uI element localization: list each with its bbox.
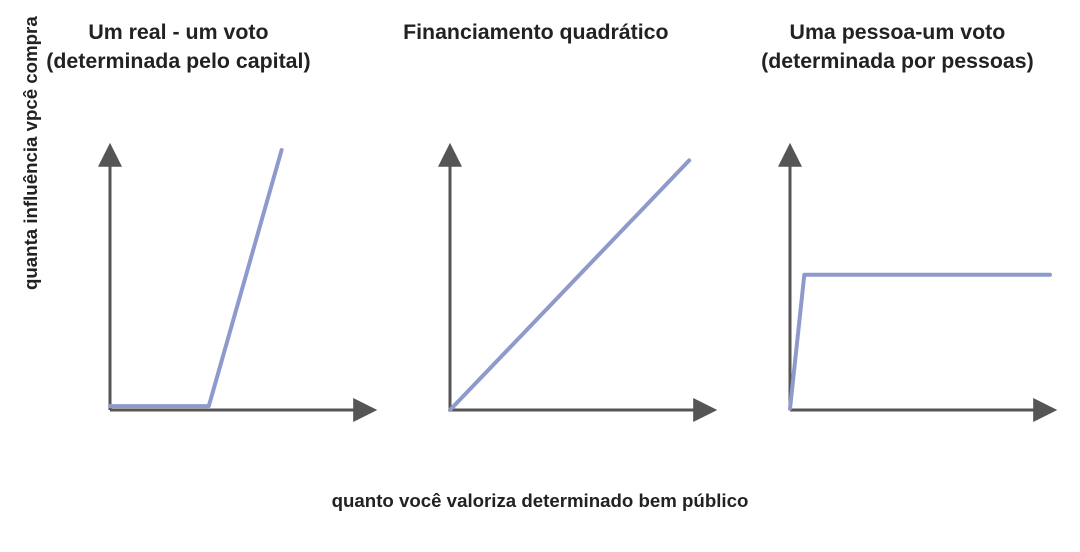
chart-svg-capital	[80, 140, 380, 440]
charts-row	[80, 140, 1060, 440]
curve-capital	[110, 150, 282, 406]
panel-title-capital: Um real - um voto (determinada pelo capi…	[46, 18, 310, 76]
curve-quadratic	[450, 160, 689, 410]
curve-person	[790, 275, 1050, 409]
y-axis-label: quanta influência vpcê compra	[20, 16, 42, 290]
chart-svg-quadratic	[420, 140, 720, 440]
panel-titles-row: Um real - um voto (determinada pelo capi…	[0, 18, 1080, 76]
chart-panel-capital	[80, 140, 380, 440]
panel-title-person: Uma pessoa-um voto (determinada por pess…	[761, 18, 1034, 76]
x-axis-label: quanto você valoriza determinado bem púb…	[0, 490, 1080, 512]
panel-title-quadratic: Financiamento quadrático	[403, 18, 668, 76]
chart-panel-person	[760, 140, 1060, 440]
chart-panel-quadratic	[420, 140, 720, 440]
chart-svg-person	[760, 140, 1060, 440]
figure-root: Um real - um voto (determinada pelo capi…	[0, 0, 1080, 552]
